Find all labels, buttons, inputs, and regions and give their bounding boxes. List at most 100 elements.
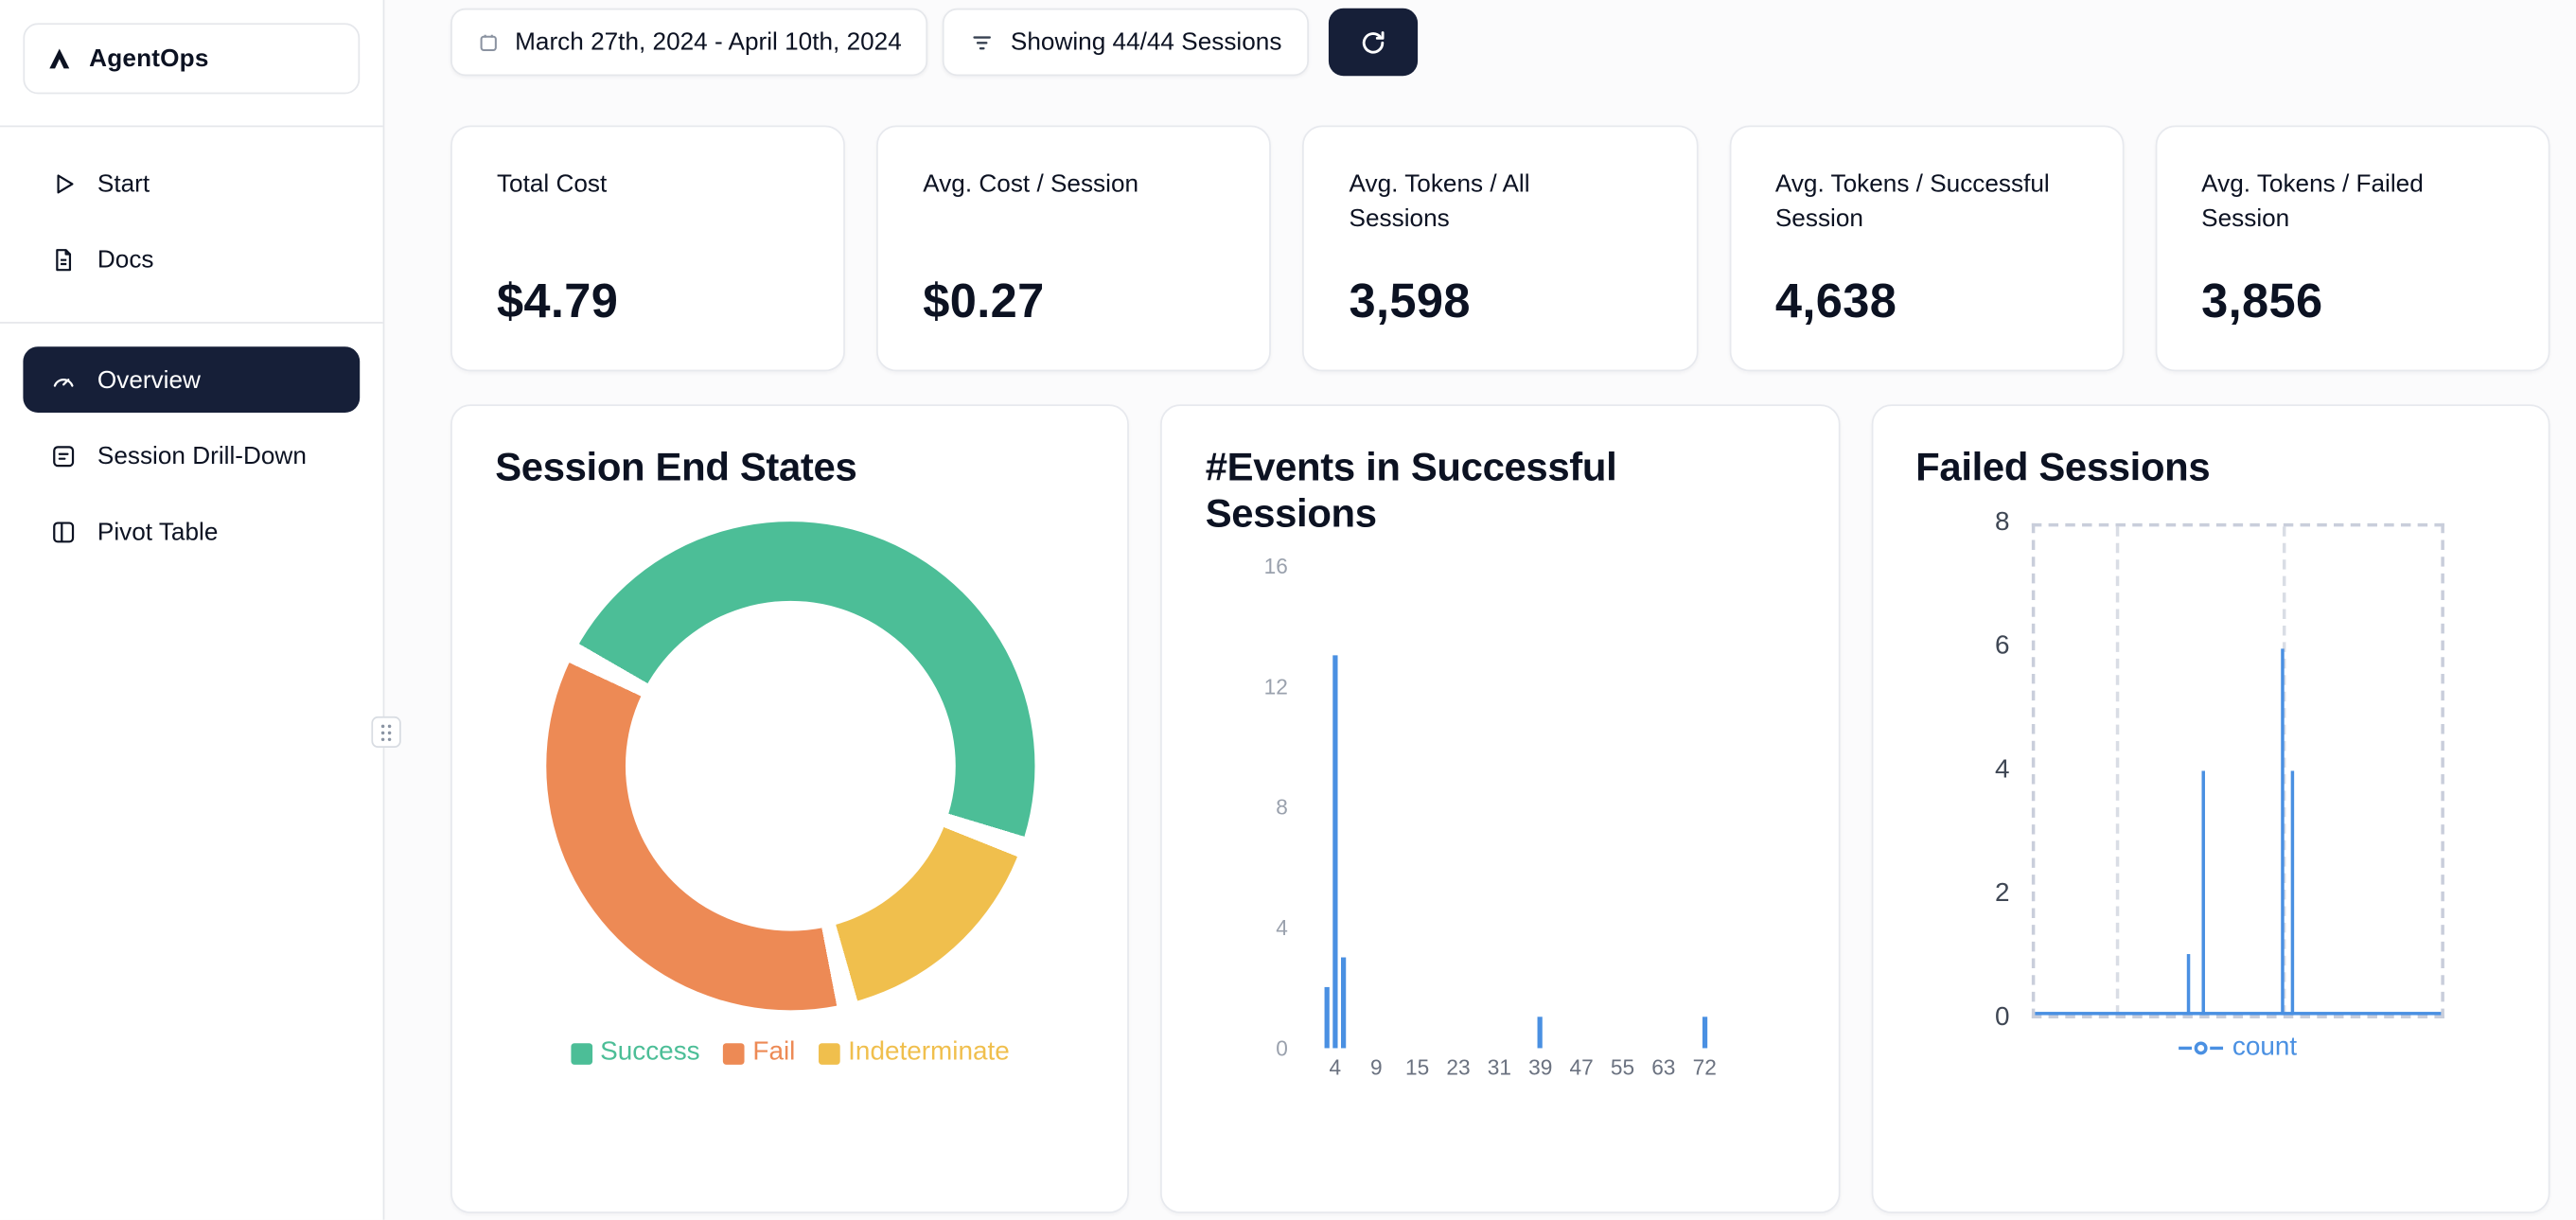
logo[interactable]: AgentOps <box>23 23 361 95</box>
session-list-icon <box>48 442 78 470</box>
stat-label: Avg. Tokens / All Sessions <box>1349 169 1530 233</box>
refresh-icon <box>1358 27 1387 57</box>
legend-item-fail[interactable]: Fail <box>723 1039 795 1069</box>
stat-value: 3,598 <box>1349 275 1471 329</box>
y-tick-label: 8 <box>1276 794 1288 820</box>
app-name: AgentOps <box>89 44 209 73</box>
date-range-label: March 27th, 2024 - April 10th, 2024 <box>515 27 902 57</box>
count-baseline <box>2034 1012 2441 1017</box>
events-x-axis: 4 9 15 23 31 39 47 55 63 72 <box>1311 1054 1795 1087</box>
x-tick-label: 47 <box>1569 1053 1594 1079</box>
calendar-icon <box>477 30 500 53</box>
legend-swatch <box>723 1042 745 1065</box>
legend-label: Indeterminate <box>848 1038 1010 1068</box>
events-plot-wrap: 16 12 8 4 0 <box>1206 553 1795 1060</box>
divider <box>0 125 383 128</box>
sessions-filter-label: Showing 44/44 Sessions <box>1010 27 1282 57</box>
y-tick-label: 0 <box>1276 1034 1288 1060</box>
stat-label: Avg. Cost / Session <box>923 169 1139 199</box>
sidebar-item-pivot-table[interactable]: Pivot Table <box>23 499 360 565</box>
x-tick-label: 55 <box>1610 1053 1635 1079</box>
date-range-button[interactable]: March 27th, 2024 - April 10th, 2024 <box>450 8 928 77</box>
histogram-bar <box>1324 987 1330 1048</box>
donut-legend: Success Fail Indeterminate <box>495 1039 1085 1069</box>
y-tick-label: 4 <box>1276 914 1288 940</box>
sidebar: AgentOps Start Docs O <box>0 0 401 1220</box>
y-tick-label: 8 <box>1995 508 2010 538</box>
stat-value: 4,638 <box>1774 275 1897 329</box>
stat-cards-row: Total Cost $4.79 Avg. Cost / Session $0.… <box>450 125 2550 372</box>
events-plot[interactable] <box>1311 566 1795 1048</box>
document-icon <box>48 245 78 274</box>
nav-label: Docs <box>97 244 154 274</box>
stat-card-avg-tokens-all: Avg. Tokens / All Sessions 3,598 <box>1302 125 1698 372</box>
nav-label: Pivot Table <box>97 517 219 546</box>
x-tick-label: 23 <box>1446 1053 1471 1079</box>
sidebar-resize-handle[interactable] <box>371 716 401 749</box>
x-tick-label: 31 <box>1487 1053 1511 1079</box>
x-tick-label: 4 <box>1329 1053 1342 1079</box>
y-tick-label: 12 <box>1263 673 1288 698</box>
sidebar-item-overview[interactable]: Overview <box>23 346 361 413</box>
play-icon <box>48 169 78 198</box>
histogram-bar <box>1332 656 1338 1048</box>
count-spike <box>2201 770 2206 1017</box>
sidebar-item-start[interactable]: Start <box>23 150 360 217</box>
refresh-button[interactable] <box>1328 8 1418 77</box>
stat-label: Avg. Tokens / Successful Session <box>1774 169 2050 233</box>
y-tick-label: 4 <box>1995 756 2010 785</box>
gridline <box>2283 526 2287 1017</box>
histogram-bar <box>1538 1017 1544 1048</box>
legend-item-success[interactable]: Success <box>570 1038 700 1069</box>
legend-swatch <box>818 1042 840 1065</box>
sessions-filter-button[interactable]: Showing 44/44 Sessions <box>943 8 1309 77</box>
sidebar-secondary-nav: Overview Session Drill-Down Pivot Table <box>0 324 383 565</box>
stat-value: 3,856 <box>2201 275 2323 329</box>
y-tick-label: 0 <box>1995 1003 2010 1033</box>
count-legend[interactable]: count <box>2031 1034 2444 1063</box>
count-spike <box>2281 648 2285 1017</box>
y-tick-label: 16 <box>1263 553 1288 578</box>
session-end-states-donut[interactable] <box>545 522 1034 1011</box>
sidebar-item-docs[interactable]: Docs <box>23 226 360 292</box>
main-content: March 27th, 2024 - April 10th, 2024 Show… <box>384 0 2576 1220</box>
sidebar-item-session-drill-down[interactable]: Session Drill-Down <box>23 422 360 488</box>
nav-label: Start <box>97 168 150 198</box>
stat-value: $4.79 <box>496 275 619 329</box>
count-spike <box>2290 770 2295 1017</box>
histogram-bar <box>1340 957 1347 1048</box>
agentops-logo-icon <box>44 43 74 74</box>
events-histogram-card: #Events in Successful Sessions 16 12 8 4 0 4… <box>1160 404 1840 1213</box>
failed-y-axis: 8 6 4 2 0 <box>1915 509 2031 1033</box>
stat-label: Avg. Tokens / Failed Session <box>2201 169 2424 233</box>
legend-item-indeterminate[interactable]: Indeterminate <box>818 1038 1010 1069</box>
topbar: March 27th, 2024 - April 10th, 2024 Show… <box>450 8 2550 77</box>
stat-card-avg-tokens-failed: Avg. Tokens / Failed Session 3,856 <box>2155 125 2550 372</box>
session-end-states-card: Session End States Success Fail Indeterm… <box>450 404 1130 1213</box>
chart-title: Failed Sessions <box>1915 445 2211 490</box>
pivot-table-icon <box>48 518 78 546</box>
chart-title: Session End States <box>495 445 857 490</box>
stat-card-total-cost: Total Cost $4.79 <box>450 125 846 372</box>
y-tick-label: 2 <box>1995 880 2010 909</box>
failed-plot-wrap: 8 6 4 2 0 <box>1915 509 2505 1033</box>
gridline <box>2115 526 2120 1017</box>
failed-sessions-card: Failed Sessions 8 6 4 2 0 count <box>1871 404 2550 1213</box>
filter-icon <box>969 29 996 56</box>
x-tick-label: 63 <box>1651 1053 1676 1079</box>
stat-card-avg-tokens-successful: Avg. Tokens / Successful Session 4,638 <box>1729 125 2125 372</box>
count-legend-label: count <box>2232 1034 2298 1062</box>
failed-plot[interactable] <box>2031 523 2444 1019</box>
nav-label: Overview <box>97 365 201 394</box>
gauge-icon <box>48 365 78 394</box>
nav-label: Session Drill-Down <box>97 441 307 470</box>
line-marker-icon <box>2178 1040 2223 1056</box>
legend-label: Success <box>600 1038 700 1068</box>
divider <box>0 322 383 324</box>
chart-title: #Events in Successful Sessions <box>1205 445 1617 538</box>
histogram-bar <box>1702 1017 1707 1048</box>
legend-label: Fail <box>752 1038 796 1068</box>
chart-cards-row: Session End States Success Fail Indeterm… <box>450 404 2550 1213</box>
events-y-axis: 16 12 8 4 0 <box>1206 553 1312 1059</box>
